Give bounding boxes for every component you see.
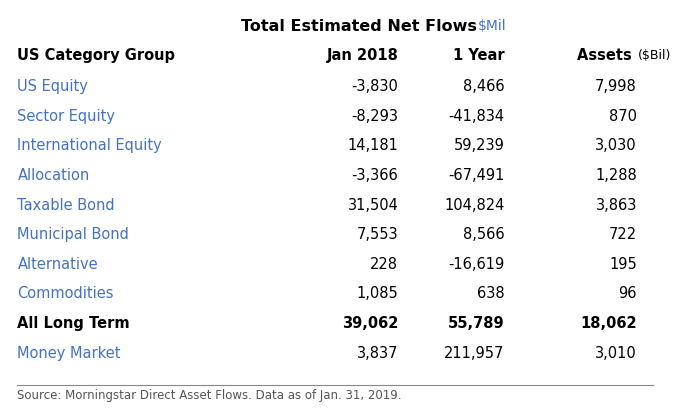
Text: 1,288: 1,288 [595,168,637,183]
Text: Alternative: Alternative [18,257,98,272]
Text: Commodities: Commodities [18,286,114,302]
Text: 3,010: 3,010 [595,346,637,361]
Text: 722: 722 [609,227,637,242]
Text: 8,466: 8,466 [463,79,505,94]
Text: Source: Morningstar Direct Asset Flows. Data as of Jan. 31, 2019.: Source: Morningstar Direct Asset Flows. … [18,389,402,402]
Text: US Category Group: US Category Group [18,48,176,63]
Text: -67,491: -67,491 [448,168,505,183]
Text: -3,366: -3,366 [351,168,398,183]
Text: -41,834: -41,834 [448,109,505,123]
Text: Sector Equity: Sector Equity [18,109,115,123]
Text: 1,085: 1,085 [357,286,398,302]
Text: Taxable Bond: Taxable Bond [18,197,115,213]
Text: 228: 228 [370,257,398,272]
Text: 7,998: 7,998 [595,79,637,94]
Text: 3,030: 3,030 [595,138,637,153]
Text: 638: 638 [477,286,505,302]
Text: $Mil: $Mil [477,18,506,33]
Text: 870: 870 [609,109,637,123]
Text: Jan 2018: Jan 2018 [326,48,398,63]
Text: 18,062: 18,062 [580,316,637,331]
Text: 59,239: 59,239 [454,138,505,153]
Text: 55,789: 55,789 [447,316,505,331]
Text: 7,553: 7,553 [357,227,398,242]
Text: Municipal Bond: Municipal Bond [18,227,129,242]
Text: 211,957: 211,957 [444,346,505,361]
Text: -16,619: -16,619 [448,257,505,272]
Text: 104,824: 104,824 [444,197,505,213]
Text: -3,830: -3,830 [351,79,398,94]
Text: 3,863: 3,863 [595,197,637,213]
Text: Allocation: Allocation [18,168,90,183]
Text: 3,837: 3,837 [357,346,398,361]
Text: ($Bil): ($Bil) [637,49,671,62]
Text: 1 Year: 1 Year [453,48,505,63]
Text: US Equity: US Equity [18,79,89,94]
Text: All Long Term: All Long Term [18,316,130,331]
Text: Money Market: Money Market [18,346,121,361]
Text: 31,504: 31,504 [347,197,398,213]
Text: 195: 195 [609,257,637,272]
Text: 39,062: 39,062 [342,316,398,331]
Text: -8,293: -8,293 [351,109,398,123]
Text: 8,566: 8,566 [463,227,505,242]
Text: Assets: Assets [577,48,637,63]
Text: 14,181: 14,181 [347,138,398,153]
Text: 96: 96 [618,286,637,302]
Text: Total Estimated Net Flows: Total Estimated Net Flows [241,18,483,34]
Text: International Equity: International Equity [18,138,162,153]
